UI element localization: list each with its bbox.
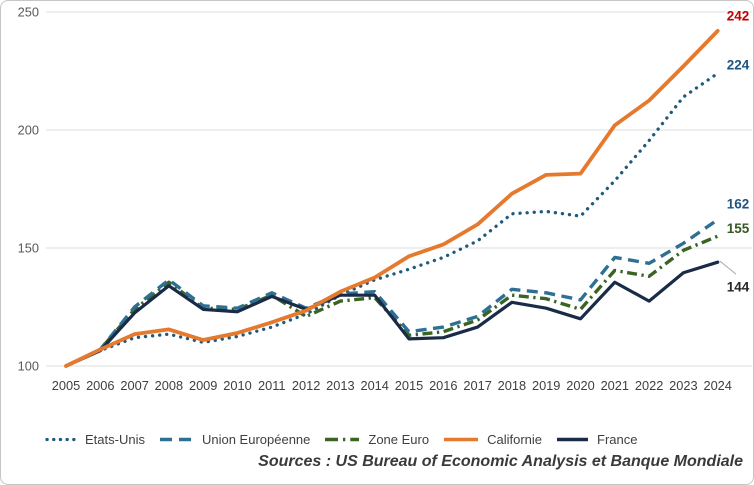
- legend-label: France: [597, 431, 638, 447]
- legend-sample-icon: [557, 437, 589, 442]
- source-note: Sources : US Bureau of Economic Analysis…: [258, 453, 743, 470]
- series-line-1: [65, 218, 719, 368]
- x-tick-label: 2009: [189, 378, 217, 393]
- x-tick-label: 2024: [703, 378, 731, 393]
- x-tick-label: 2007: [120, 378, 148, 393]
- end-value-label: 144: [727, 280, 750, 295]
- x-tick-label: 2017: [463, 378, 491, 393]
- x-tick-label: 2023: [669, 378, 697, 393]
- legend-label: Etats-Unis: [85, 431, 145, 447]
- legend-item: Zone Euro: [323, 432, 429, 447]
- legend-label: Zone Euro: [368, 431, 430, 447]
- x-tick-label: 2019: [532, 378, 560, 393]
- series-line-3: [64, 28, 720, 368]
- end-value-label: 242: [727, 8, 750, 23]
- legend-sample-icon: [159, 437, 193, 442]
- x-tick-label: 2018: [498, 378, 526, 393]
- series-line-0: [64, 71, 720, 368]
- x-tick-label: 2022: [635, 378, 663, 393]
- legend-item: Californie: [442, 432, 542, 447]
- legend-label: Union Européenne: [201, 431, 311, 447]
- x-tick-label: 2021: [601, 378, 629, 393]
- legend-sample-icon: [325, 437, 360, 442]
- series-line-2: [65, 234, 719, 368]
- end-value-label: 155: [727, 221, 750, 236]
- x-tick-label: 2016: [429, 378, 457, 393]
- end-value-label: 224: [727, 57, 750, 72]
- y-tick-label: 250: [18, 5, 39, 20]
- series-line-4: [64, 260, 720, 368]
- x-tick-label: 2005: [52, 378, 80, 393]
- x-tick-label: 2012: [292, 378, 320, 393]
- line-chart: 100 150 200 250 2005 2006 2007 2008 2009 2010 2011…: [18, 5, 752, 393]
- x-tick-label: 2011: [258, 378, 286, 393]
- x-tick-label: 2020: [566, 378, 594, 393]
- y-tick-label: 150: [18, 241, 39, 256]
- legend-item: Union Européenne: [158, 432, 310, 447]
- x-tick-label: 2015: [395, 378, 423, 393]
- leader-line: [719, 260, 737, 275]
- end-value-label: 162: [727, 197, 750, 212]
- x-tick-label: 2006: [86, 378, 114, 393]
- y-tick-label: 100: [18, 359, 39, 374]
- x-tick-label: 2010: [223, 378, 251, 393]
- legend-item: Etats-Unis: [45, 432, 145, 447]
- x-tick-label: 2013: [326, 378, 354, 393]
- x-tick-label: 2014: [360, 378, 388, 393]
- chart-legend: Etats-Unis Union Européenne Zone Euro Calif…: [45, 429, 637, 449]
- legend-label: Californie: [487, 431, 543, 447]
- x-tick-label: 2008: [155, 378, 183, 393]
- y-tick-label: 200: [18, 123, 39, 138]
- legend-item: France: [555, 432, 637, 447]
- legend-sample-icon: [45, 437, 78, 442]
- legend-sample-icon: [444, 437, 479, 442]
